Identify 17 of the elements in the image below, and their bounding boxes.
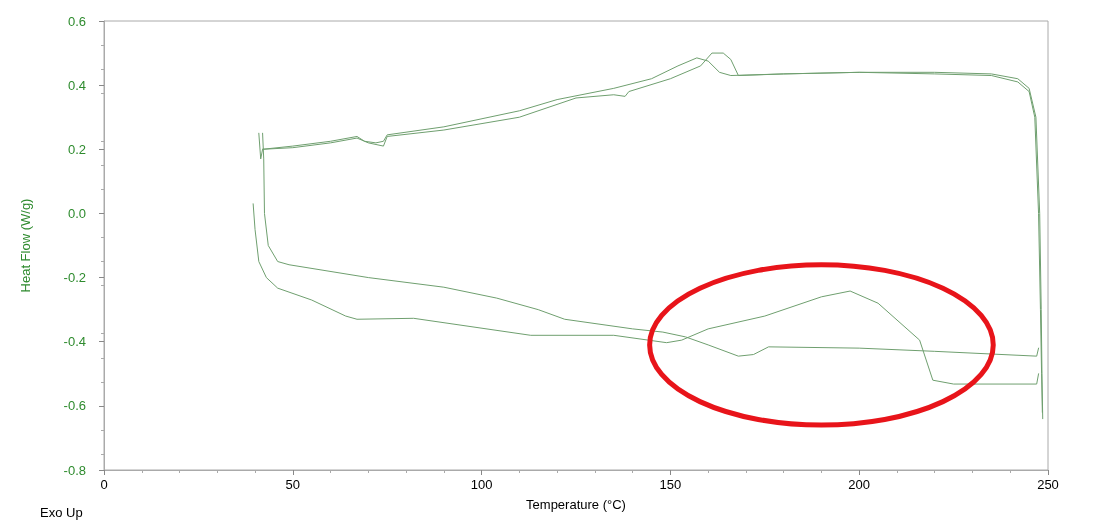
y-tick-label: 0.2 [67,141,86,157]
y-tick-label: 0.4 [67,77,86,93]
x-tick-label: 250 [1037,477,1059,492]
x-tick-label: 100 [470,477,493,492]
x-axis-title: Temperature (°C) [526,497,626,512]
y-tick-label: 0.0 [67,205,86,221]
x-tick-label: 50 [285,477,301,492]
y-tick-label: -0.6 [63,398,86,414]
x-tick-label: 150 [659,477,682,492]
y-tick-label: -0.2 [63,270,86,286]
y-tick-label: 0.6 [67,13,86,29]
y-tick-label: -0.8 [63,462,86,478]
text: Exo Up [40,505,83,520]
y-axis-title: Heat Flow (W/g) [18,198,33,293]
x-tick-label: 0 [100,477,108,492]
x-tick-label: 200 [848,477,871,492]
y-tick-label: -0.4 [63,334,86,350]
